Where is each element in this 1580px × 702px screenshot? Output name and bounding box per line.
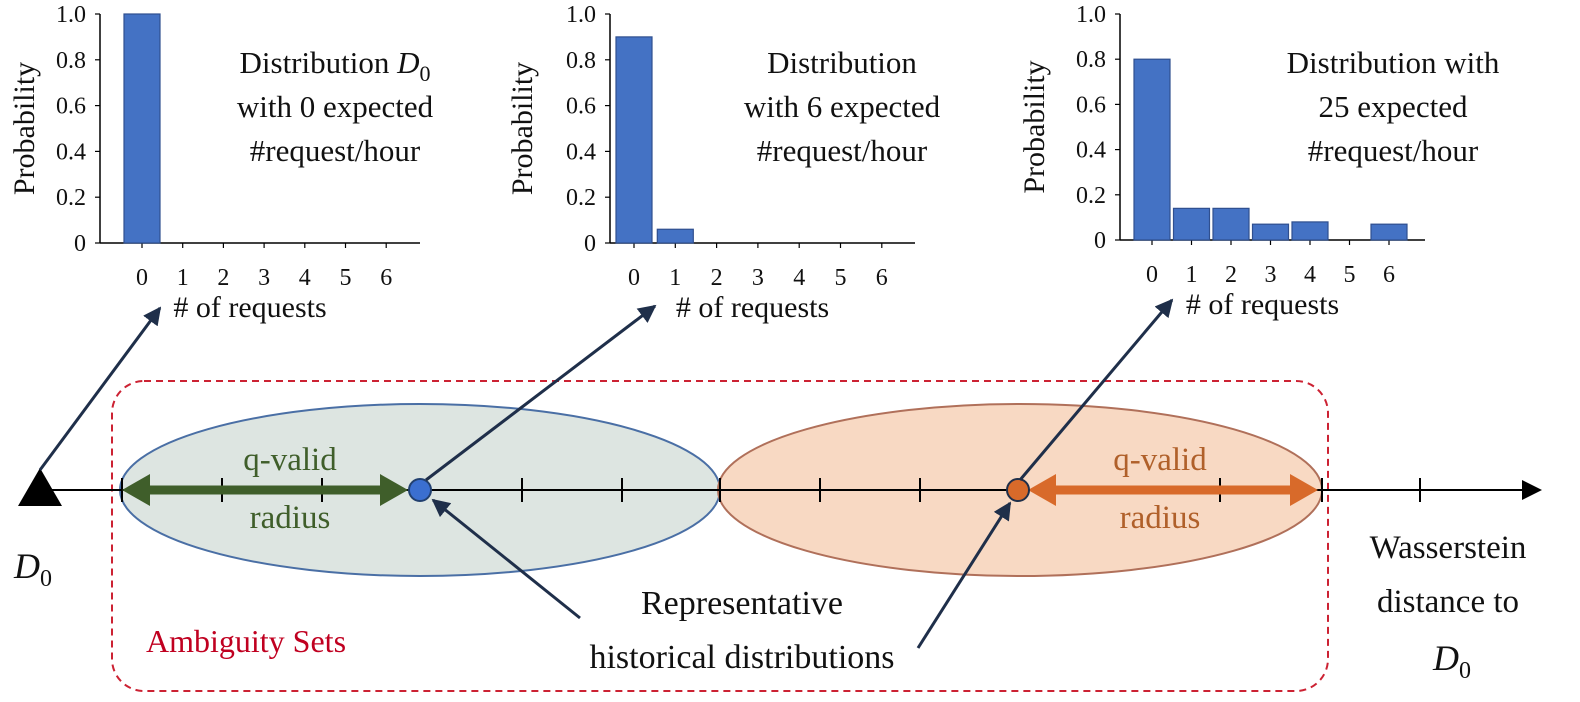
ambiguity-sets-box xyxy=(111,380,1329,692)
axis-title-sub: 0 xyxy=(1459,658,1471,684)
pointer-origin-to-chart0 xyxy=(38,306,162,471)
pointer-blue-to-chart1 xyxy=(425,304,657,482)
representative-label-line1: Representative xyxy=(641,585,843,622)
axis-title-line2: distance to xyxy=(1377,584,1519,620)
x-tick-label: 0 xyxy=(136,265,148,291)
x-tick-label: 5 xyxy=(835,265,847,291)
y-tick-label: 0.6 xyxy=(1076,92,1106,118)
right-radius-label-line2: radius xyxy=(1120,500,1201,536)
chart2-annotation-line2: 25 expected xyxy=(1319,89,1468,124)
x-tick-label: 6 xyxy=(876,265,888,291)
x-axis-title: # of requests xyxy=(676,291,829,324)
bar xyxy=(1251,223,1290,241)
chart1-annotation-line3: #request/hour xyxy=(757,133,928,168)
x-tick-label: 1 xyxy=(177,265,189,291)
y-tick-label: 0 xyxy=(584,231,596,257)
origin-label-sub: 0 xyxy=(40,566,52,592)
right-radius-label-line1: q-valid xyxy=(1113,442,1207,478)
x-tick-label: 2 xyxy=(1225,262,1237,288)
y-tick-label: 0.4 xyxy=(56,139,86,165)
x-tick-label: 0 xyxy=(1146,262,1158,288)
y-axis-title: Probability xyxy=(1018,60,1051,193)
x-tick-label: 3 xyxy=(258,265,270,291)
y-tick-label: 1.0 xyxy=(1076,2,1106,28)
y-tick-label: 0.2 xyxy=(566,185,596,211)
axis-title-var: D xyxy=(1432,638,1459,678)
left-radius-arrowhead-left xyxy=(122,474,150,506)
pointer-label-to-blue xyxy=(431,498,581,620)
y-axis-title: Probability xyxy=(506,62,539,195)
x-tick-label: 5 xyxy=(1344,262,1356,288)
origin-label-var: D xyxy=(13,546,40,586)
bar xyxy=(615,36,653,244)
chart-distribution-d0: 0 0.2 0.4 0.6 0.8 1.0 0 1 2 3 4 5 6 # of requests Prob… xyxy=(8,2,420,324)
chart1-annotation-line1: Distribution xyxy=(767,45,917,80)
right-radius-arrowhead-left xyxy=(1028,474,1056,506)
left-radius-arrowhead-right xyxy=(380,474,408,506)
chart0-annotation-line1: Distribution D0 xyxy=(240,45,431,86)
ambiguity-sets-label: Ambiguity Sets xyxy=(146,623,346,659)
y-tick-label: 0.2 xyxy=(1076,183,1106,209)
chart0-annotation-line2: with 0 expected xyxy=(237,89,434,124)
x-tick-label: 0 xyxy=(628,265,640,291)
y-tick-label: 0.4 xyxy=(1076,138,1106,164)
bar xyxy=(1133,58,1171,241)
chart1-annotation-line2: with 6 expected xyxy=(744,89,941,124)
bar xyxy=(1212,207,1250,241)
y-tick-label: 0.8 xyxy=(1076,47,1106,73)
chart0-annotation-line3: #request/hour xyxy=(250,133,421,168)
pointer-label-to-orange xyxy=(916,501,1012,649)
y-tick-label: 0.6 xyxy=(56,94,86,120)
left-radius-label-line2: radius xyxy=(250,500,331,536)
bar xyxy=(1370,223,1408,241)
chart0-annotation-var: D xyxy=(396,45,419,80)
origin-d0-marker xyxy=(18,468,62,506)
bar xyxy=(123,13,161,244)
left-radius-label-line1: q-valid xyxy=(243,442,337,478)
x-axis-title: # of requests xyxy=(173,291,326,324)
y-tick-label: 0.8 xyxy=(56,48,86,74)
x-tick-label: 2 xyxy=(711,265,723,291)
y-tick-label: 0 xyxy=(74,231,86,257)
axis-title-line1: Wasserstein xyxy=(1370,530,1527,566)
x-tick-label: 3 xyxy=(752,265,764,291)
y-tick-label: 0.2 xyxy=(56,185,86,211)
x-tick-label: 4 xyxy=(1304,262,1316,288)
x-axis-title: # of requests xyxy=(1186,288,1339,321)
x-tick-label: 1 xyxy=(669,265,681,291)
y-tick-label: 0.8 xyxy=(566,48,596,74)
representative-point-blue xyxy=(408,478,432,502)
y-tick-label: 1.0 xyxy=(566,2,596,28)
right-radius-arrowhead-right xyxy=(1290,474,1318,506)
x-tick-label: 3 xyxy=(1265,262,1277,288)
chart2-annotation-line3: #request/hour xyxy=(1308,133,1479,168)
x-tick-label: 6 xyxy=(1383,262,1395,288)
representative-point-orange xyxy=(1006,478,1030,502)
y-tick-label: 0.4 xyxy=(566,139,596,165)
x-tick-label: 1 xyxy=(1186,262,1198,288)
chart-distribution-25-expected: 0 0.2 0.4 0.6 0.8 1.0 0 1 2 3 4 5 6 # of requests Prob… xyxy=(1018,2,1425,321)
chart0-annotation-prefix: Distribution xyxy=(240,45,398,80)
y-axis-title: Probability xyxy=(8,62,41,195)
representative-label-line2: historical distributions xyxy=(589,639,894,676)
y-tick-label: 0.6 xyxy=(566,94,596,120)
axis-title-line3: D0 xyxy=(1432,638,1471,684)
y-tick-label: 1.0 xyxy=(56,2,86,28)
x-tick-label: 4 xyxy=(793,265,805,291)
y-tick-label: 0 xyxy=(1094,228,1106,254)
pointer-orange-to-chart2 xyxy=(1018,298,1174,481)
x-tick-label: 5 xyxy=(340,265,352,291)
chart2-annotation-line1: Distribution with xyxy=(1287,45,1500,80)
chart-distribution-6-expected: 0 0.2 0.4 0.6 0.8 1.0 0 1 2 3 4 5 6 # of requests Prob… xyxy=(506,2,915,324)
x-tick-label: 6 xyxy=(380,265,392,291)
bar xyxy=(1172,207,1211,241)
bar xyxy=(1291,221,1329,241)
x-tick-label: 4 xyxy=(299,265,311,291)
x-tick-label: 2 xyxy=(217,265,229,291)
chart0-annotation-sub: 0 xyxy=(419,61,430,86)
origin-label: D0 xyxy=(13,546,52,592)
bar xyxy=(656,228,694,244)
